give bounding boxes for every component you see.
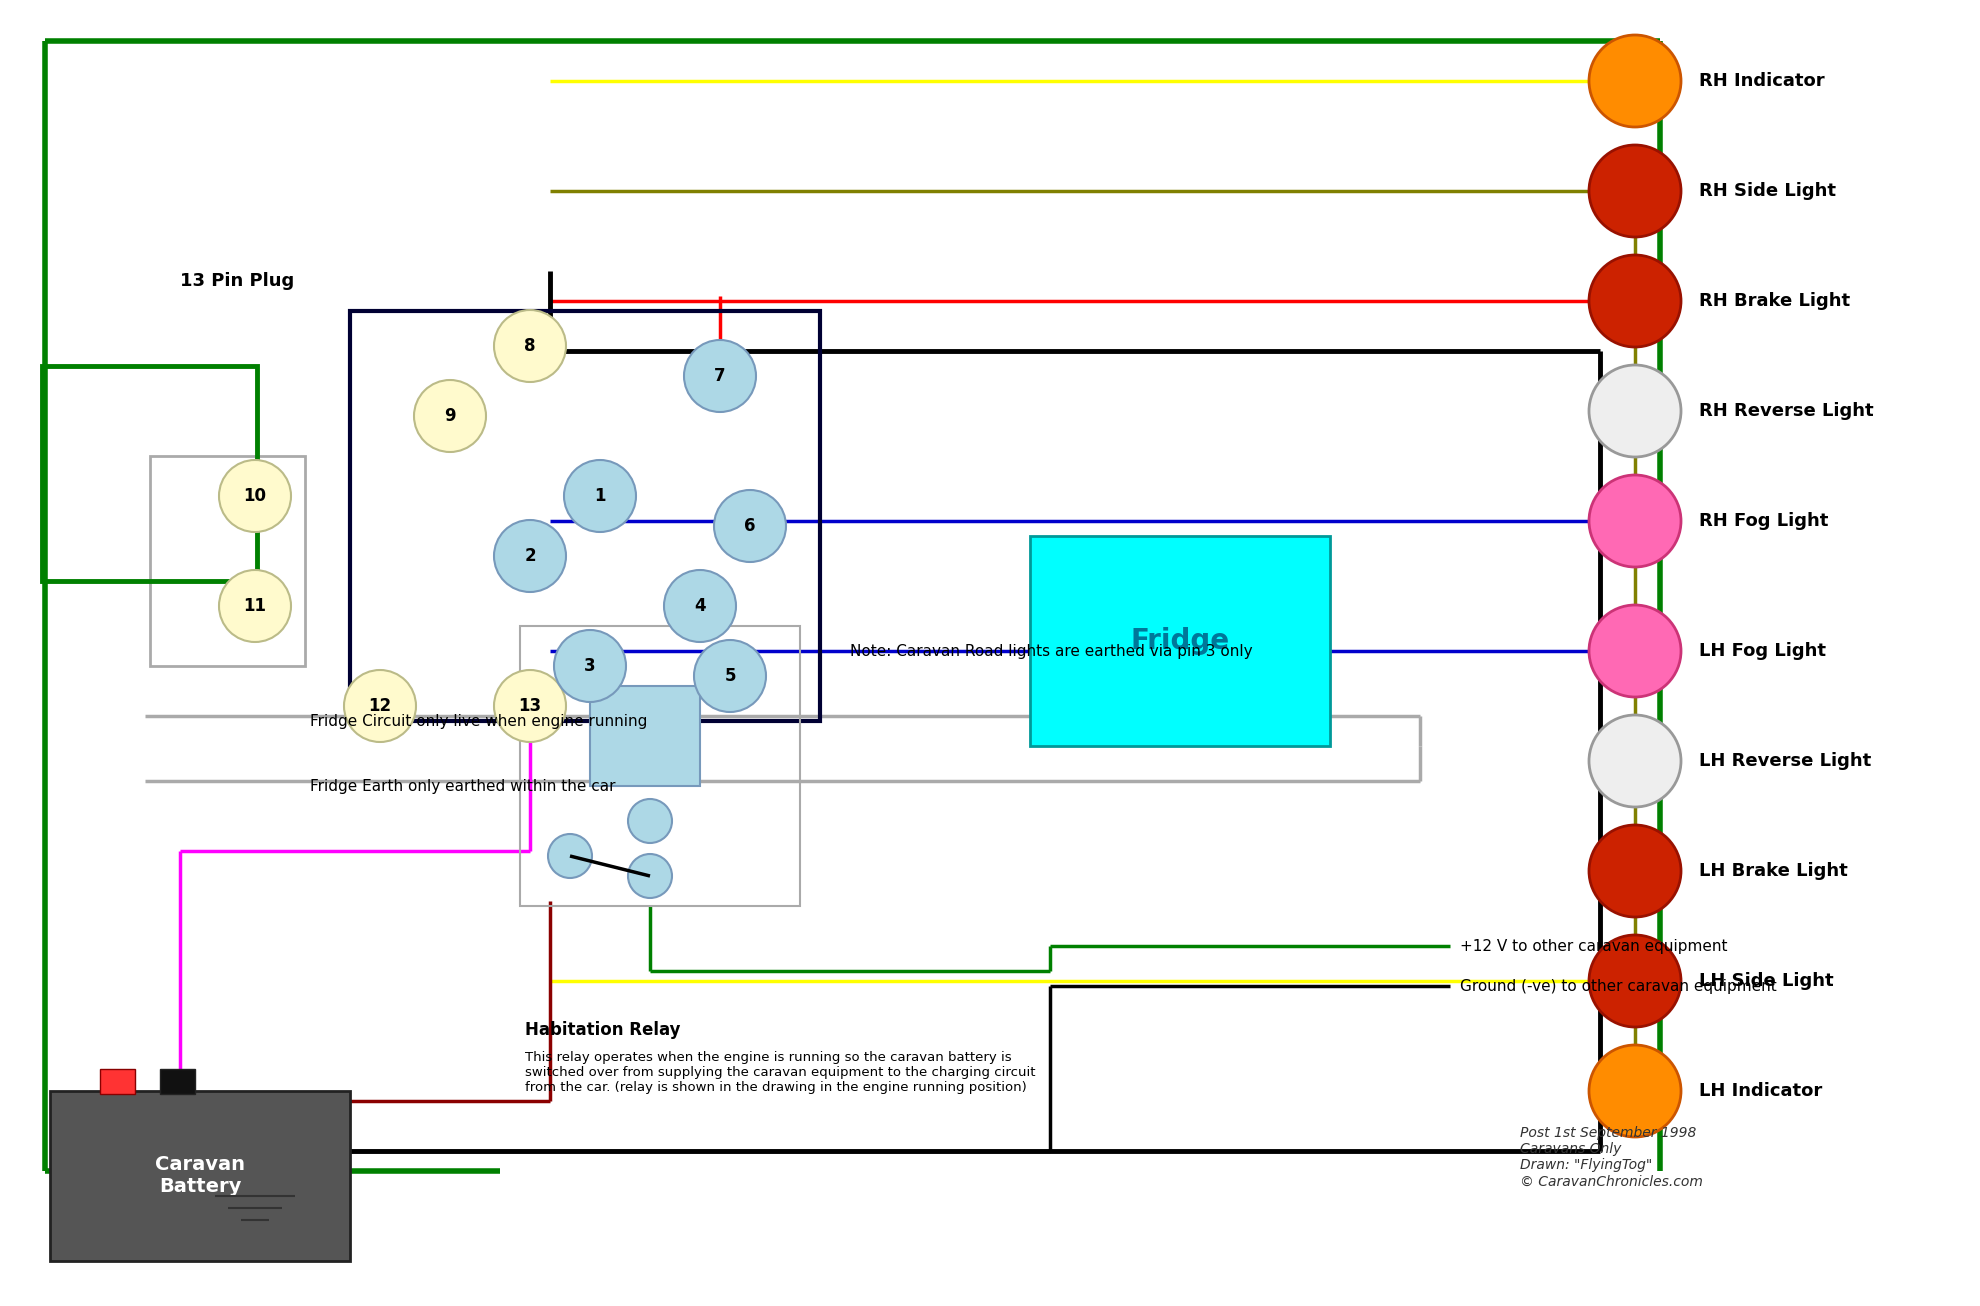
Circle shape: [715, 490, 786, 562]
Circle shape: [220, 460, 291, 532]
Bar: [350, 311, 820, 721]
Text: 12: 12: [368, 697, 392, 714]
Bar: [160, 1070, 194, 1094]
Circle shape: [1590, 475, 1681, 567]
Circle shape: [345, 670, 416, 742]
Text: This relay operates when the engine is running so the caravan battery is
switche: This relay operates when the engine is r…: [525, 1051, 1036, 1094]
Text: 2: 2: [525, 547, 537, 565]
Text: Ground (-ve) to other caravan equipment: Ground (-ve) to other caravan equipment: [1459, 978, 1776, 994]
Circle shape: [1590, 605, 1681, 697]
Text: 13: 13: [519, 697, 543, 714]
Text: RH Indicator: RH Indicator: [1699, 72, 1826, 90]
Text: 8: 8: [525, 337, 537, 355]
Circle shape: [1590, 1045, 1681, 1138]
Text: LH Fog Light: LH Fog Light: [1699, 643, 1826, 660]
Text: Fridge: Fridge: [1131, 627, 1230, 656]
Text: +12 V to other caravan equipment: +12 V to other caravan equipment: [1459, 939, 1727, 953]
Circle shape: [1590, 255, 1681, 347]
Text: LH Indicator: LH Indicator: [1699, 1081, 1822, 1100]
Bar: [521, 626, 800, 906]
Text: Fridge Circuit only live when engine running: Fridge Circuit only live when engine run…: [311, 713, 647, 729]
Circle shape: [628, 799, 671, 842]
Circle shape: [1590, 714, 1681, 807]
Circle shape: [1590, 35, 1681, 127]
Text: RH Brake Light: RH Brake Light: [1699, 293, 1849, 310]
Text: 13 Pin Plug: 13 Pin Plug: [180, 272, 295, 290]
Text: RH Side Light: RH Side Light: [1699, 182, 1835, 200]
Circle shape: [628, 854, 671, 899]
Text: RH Fog Light: RH Fog Light: [1699, 512, 1828, 530]
Text: Caravan
Battery: Caravan Battery: [154, 1156, 246, 1196]
Text: LH Side Light: LH Side Light: [1699, 972, 1833, 990]
Text: 1: 1: [594, 487, 606, 505]
Circle shape: [1590, 145, 1681, 236]
Circle shape: [683, 340, 756, 411]
Text: Note: Caravan Road lights are earthed via pin 3 only: Note: Caravan Road lights are earthed vi…: [849, 644, 1253, 658]
Text: 4: 4: [695, 597, 705, 615]
Circle shape: [493, 310, 566, 381]
Circle shape: [695, 640, 766, 712]
Bar: [1030, 535, 1331, 746]
Circle shape: [493, 520, 566, 592]
Circle shape: [493, 670, 566, 742]
Circle shape: [1590, 935, 1681, 1027]
Circle shape: [564, 460, 636, 532]
Circle shape: [554, 629, 626, 703]
Bar: [42, 366, 257, 581]
Text: RH Reverse Light: RH Reverse Light: [1699, 402, 1873, 421]
Circle shape: [220, 569, 291, 643]
Text: 6: 6: [744, 517, 756, 535]
Text: 3: 3: [584, 657, 596, 675]
Text: 11: 11: [244, 597, 267, 615]
Circle shape: [548, 835, 592, 878]
Bar: [101, 1070, 135, 1094]
Text: 10: 10: [244, 487, 267, 505]
Text: LH Brake Light: LH Brake Light: [1699, 862, 1847, 880]
Circle shape: [1590, 825, 1681, 917]
Circle shape: [1590, 364, 1681, 457]
Circle shape: [414, 380, 485, 452]
Text: 5: 5: [725, 667, 737, 686]
Bar: [590, 686, 701, 786]
Circle shape: [663, 569, 737, 643]
Text: LH Reverse Light: LH Reverse Light: [1699, 752, 1871, 771]
Text: 9: 9: [444, 407, 455, 424]
Text: Post 1st September 1998
Caravans Only
Drawn: "FlyingTog"
© CaravanChronicles.com: Post 1st September 1998 Caravans Only Dr…: [1521, 1126, 1703, 1188]
Bar: [50, 1091, 350, 1262]
Text: Fridge Earth only earthed within the car: Fridge Earth only earthed within the car: [311, 778, 616, 794]
Text: Habitation Relay: Habitation Relay: [525, 1021, 681, 1040]
Text: 7: 7: [715, 367, 727, 385]
